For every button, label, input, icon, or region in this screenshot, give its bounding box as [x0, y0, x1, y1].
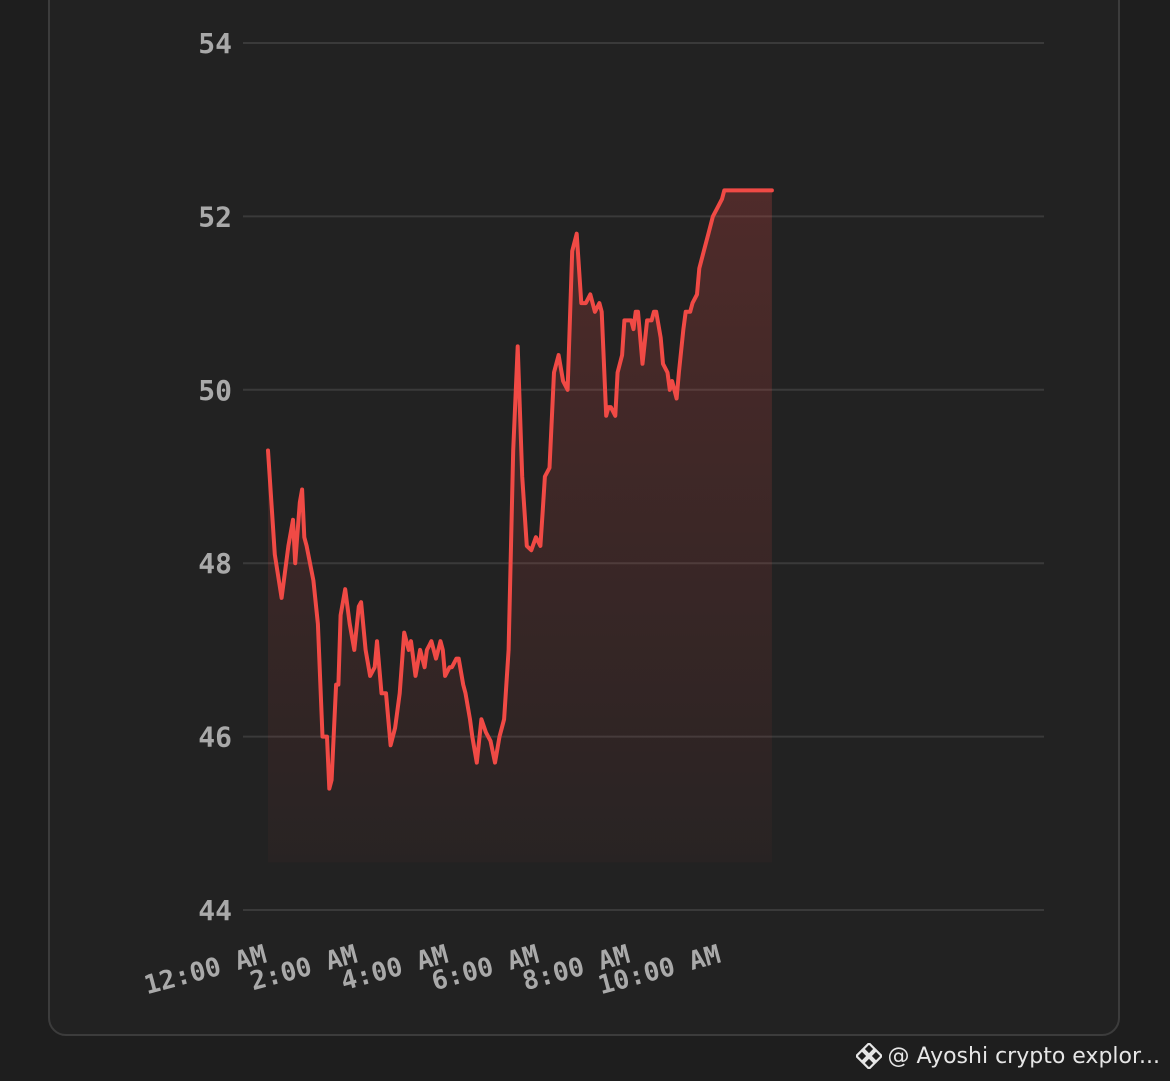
y-tick-label: 44 — [198, 894, 232, 927]
y-tick-label: 54 — [198, 27, 232, 60]
x-axis-ticks: 12:00 AM2:00 AM4:00 AM6:00 AM8:00 AM10:0… — [141, 940, 724, 1001]
y-tick-label: 48 — [198, 547, 232, 580]
y-tick-label: 52 — [198, 200, 232, 233]
watermark-text: @ Ayoshi crypto explor... — [887, 1043, 1160, 1069]
binance-diamond-icon — [855, 1043, 882, 1069]
price-line — [266, 188, 774, 791]
y-tick-label: 46 — [198, 721, 232, 754]
watermark: @ Ayoshi crypto explor... — [855, 1041, 1160, 1071]
price-area-fill — [268, 190, 772, 863]
y-axis-ticks: 44 46 48 50 52 54 — [198, 27, 232, 927]
y-tick-label: 50 — [198, 374, 232, 407]
